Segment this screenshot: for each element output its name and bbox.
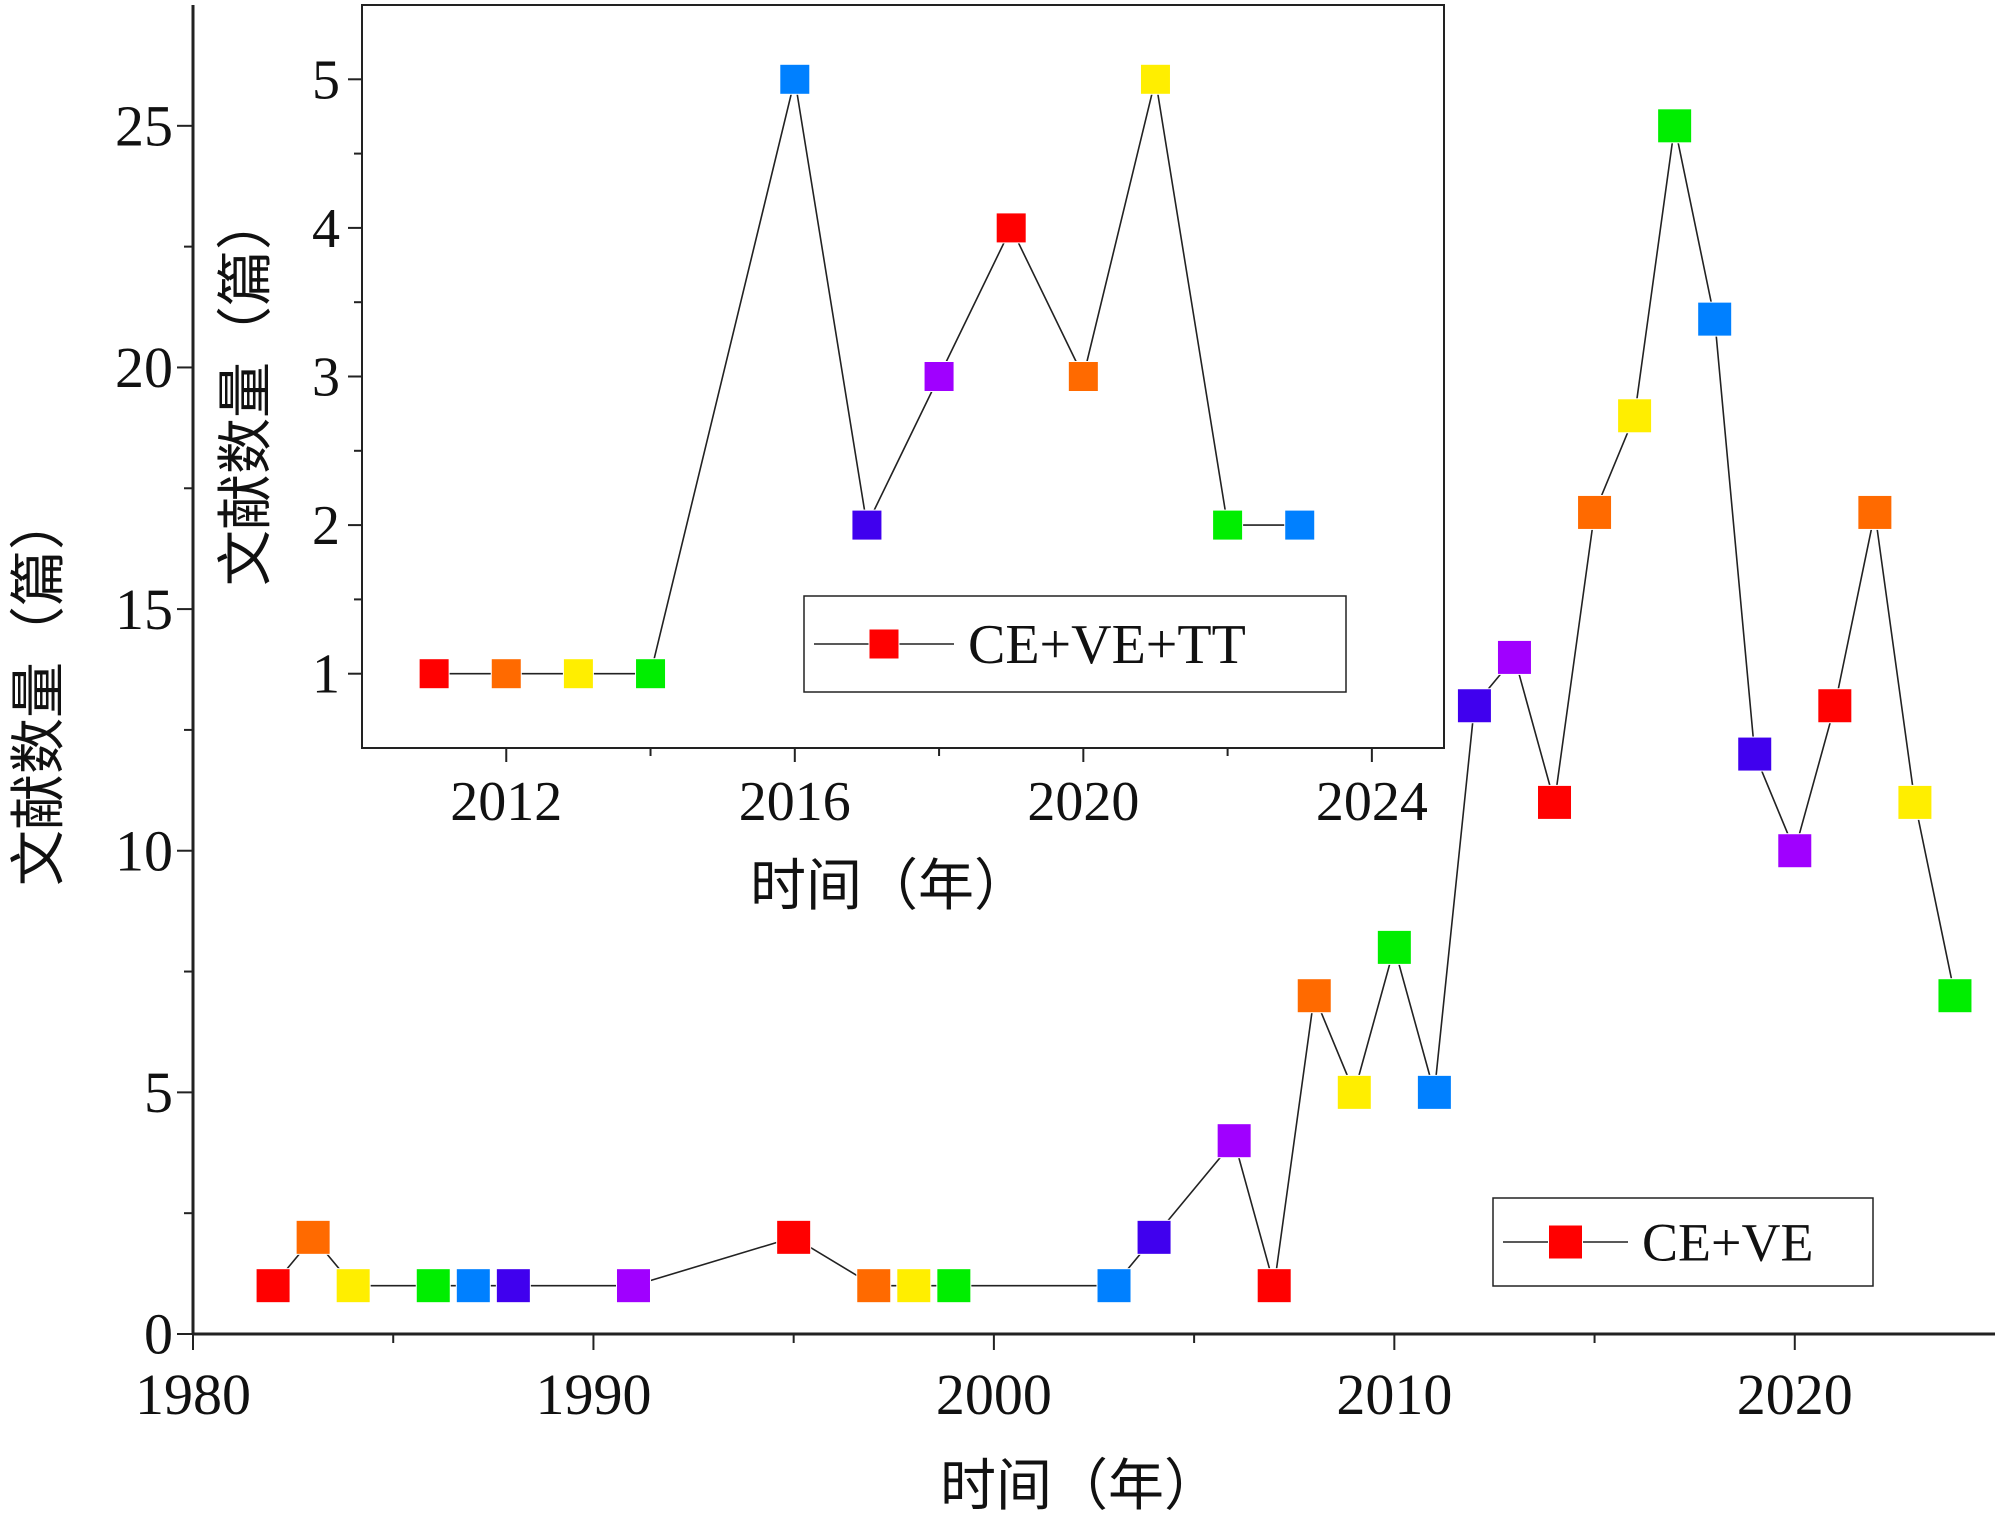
x-axis-title: 时间（年） (940, 1456, 1220, 1517)
data-point (1697, 301, 1733, 337)
data-point (1857, 494, 1893, 530)
legend-marker (1548, 1224, 1583, 1260)
data-point (295, 1219, 331, 1255)
data-point (1416, 1074, 1452, 1110)
data-point (896, 1268, 932, 1304)
data-point (1096, 1268, 1132, 1304)
data-point (1817, 688, 1853, 724)
data-point (851, 509, 883, 541)
x-axis-title: 时间（年） (750, 856, 1030, 918)
legend-label: CE+VE+TT (968, 614, 1246, 676)
inset-chart: 2012 2016 2020 2024 1 2 3 4 5 时间（年） 文献数量（篇） CE+VE+T… (216, 4, 1445, 918)
data-point (923, 361, 955, 392)
data-point (1937, 978, 1973, 1014)
data-point (1212, 509, 1244, 541)
data-point (490, 658, 522, 690)
data-point (495, 1268, 531, 1304)
data-point (1216, 1123, 1252, 1159)
data-point (455, 1268, 491, 1304)
data-point (1737, 736, 1773, 772)
x-tick-label: 2020 (1737, 1362, 1853, 1427)
legend-marker (868, 628, 900, 660)
y-tick-label: 0 (144, 1302, 173, 1367)
x-tick-label: 2010 (1336, 1362, 1452, 1427)
data-point (418, 658, 450, 690)
data-point (1284, 509, 1316, 541)
data-point (1376, 929, 1412, 965)
data-point (635, 658, 667, 690)
data-point (335, 1268, 371, 1304)
data-point (995, 212, 1027, 244)
series-line (272, 125, 1956, 1287)
y-tick-label: 2 (312, 495, 340, 557)
y-tick-label: 15 (115, 577, 173, 642)
x-tick-label: 2000 (936, 1362, 1052, 1427)
y-axis-title: 文献数量（篇） (9, 494, 71, 886)
data-point (776, 1219, 812, 1255)
y-tick-label: 1 (312, 644, 340, 706)
data-point (562, 658, 594, 690)
data-point (1577, 494, 1613, 530)
main-chart: 1980 1990 2000 2010 20200510152025时间（年）文献数量（… (9, 5, 1995, 1517)
y-tick-label: 20 (115, 335, 173, 400)
data-point (415, 1268, 451, 1304)
data-point (1296, 978, 1332, 1014)
x-tick-label: 1980 (135, 1362, 251, 1427)
data-point (255, 1268, 291, 1304)
y-tick-label: 10 (115, 818, 173, 883)
data-point (856, 1268, 892, 1304)
data-point (1256, 1268, 1292, 1304)
y-tick-label: 3 (312, 347, 340, 409)
legend-label: CE+VE (1642, 1212, 1813, 1272)
data-point (936, 1268, 972, 1304)
data-point (1537, 784, 1573, 820)
data-point (1336, 1074, 1372, 1110)
y-axis-title: 文献数量（篇） (216, 194, 278, 586)
x-tick-label: 2016 (739, 771, 851, 833)
data-point (1617, 398, 1653, 434)
data-point (1657, 108, 1693, 144)
data-point (779, 63, 811, 95)
data-point (615, 1268, 651, 1304)
y-tick-label: 25 (115, 94, 173, 159)
x-tick-label: 2012 (450, 771, 562, 833)
data-point (1139, 63, 1171, 95)
data-point (1777, 833, 1813, 869)
y-tick-label: 5 (312, 49, 340, 111)
y-tick-label: 4 (312, 198, 340, 260)
data-point (1067, 361, 1099, 392)
data-point (1897, 784, 1933, 820)
x-tick-label: 1990 (535, 1362, 651, 1427)
x-tick-label: 2020 (1027, 771, 1139, 833)
data-point (1136, 1219, 1172, 1255)
x-tick-label: 2024 (1316, 771, 1428, 833)
data-point (1456, 688, 1492, 724)
y-tick-label: 5 (144, 1060, 173, 1125)
data-point (1496, 639, 1532, 675)
